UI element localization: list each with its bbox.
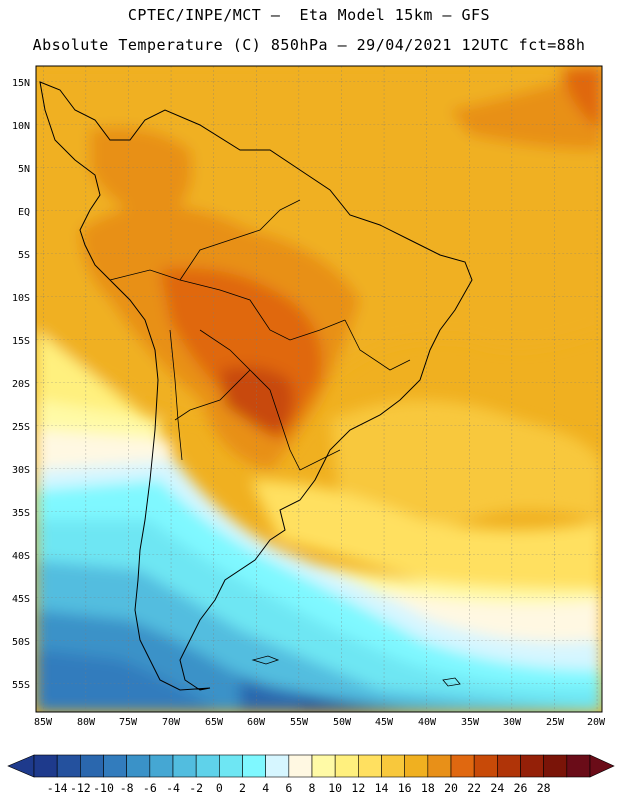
graticule (36, 66, 602, 712)
colorbar-swatch (288, 754, 313, 778)
coastline (39, 81, 473, 691)
islands (251, 655, 461, 687)
lat-label: 10S (12, 293, 30, 304)
lat-label: 20S (12, 379, 30, 390)
lat-label: EQ (18, 207, 30, 218)
colorbar-swatch (103, 754, 127, 778)
lat-label: 15N (12, 78, 30, 89)
lat-label: 45S (12, 594, 30, 605)
lon-label: 30W (503, 717, 522, 728)
map-subtitle: Absolute Temperature (C) 850hPa — 29/04/… (32, 36, 586, 54)
colorbar-tick-label: -2 (189, 781, 203, 795)
lat-label: 30S (12, 465, 30, 476)
lat-label: 35S (12, 508, 30, 519)
lon-label: 40W (418, 717, 437, 728)
colorbar-swatch (195, 754, 220, 778)
colorbar-tick-label: 16 (398, 781, 412, 795)
colorbar-swatch (33, 754, 58, 778)
colorbar-tick-label: -14 (47, 781, 68, 795)
lon-axis: 85W 80W 75W 70W 65W 60W 55W 50W 45W 40W … (34, 717, 606, 728)
colorbar-arrow-low (7, 754, 35, 778)
colorbar-swatch (427, 754, 452, 778)
lon-label: 80W (77, 717, 96, 728)
colorbar-swatch (520, 754, 544, 778)
colorbar-tick-label: -6 (143, 781, 157, 795)
colorbar-tick-label: 8 (309, 781, 316, 795)
colorbar-swatch (219, 754, 243, 778)
colorbar: -14 -12 -10 -8 -6 -4 -2 0 2 4 6 8 10 12 14 16 18 20 22 24 26… (7, 754, 615, 795)
colorbar-swatch (543, 754, 568, 778)
lat-label: 55S (12, 680, 30, 691)
colorbar-tick-label: 20 (444, 781, 458, 795)
lon-label: 85W (34, 717, 53, 728)
colorbar-tick-label: 28 (537, 781, 551, 795)
colorbar-swatch (381, 754, 405, 778)
map-frame (35, 65, 603, 713)
lon-label: 20W (587, 717, 606, 728)
lat-label: 25S (12, 422, 30, 433)
colorbar-swatch (149, 754, 174, 778)
lon-label: 65W (205, 717, 224, 728)
lon-label: 55W (290, 717, 309, 728)
colorbar-swatch (265, 754, 290, 778)
colorbar-swatch (404, 754, 429, 778)
colorbar-tick-label: 10 (328, 781, 342, 795)
lat-label: 10N (12, 121, 30, 132)
lon-label: 75W (119, 717, 138, 728)
colorbar-swatch (311, 754, 336, 778)
colorbar-tick-label: -4 (166, 781, 180, 795)
colorbar-swatch (566, 754, 591, 778)
colorbar-swatch (450, 754, 475, 778)
colorbar-swatch (80, 754, 104, 778)
country-borders (109, 199, 411, 471)
colorbar-tick-label: 14 (375, 781, 389, 795)
lon-label: 60W (247, 717, 266, 728)
lon-label: 70W (162, 717, 181, 728)
lat-label: 40S (12, 551, 30, 562)
colorbar-swatch (358, 754, 382, 778)
lon-label: 45W (375, 717, 394, 728)
colorbar-arrow-high (589, 754, 615, 778)
colorbar-tick-label: 12 (351, 781, 365, 795)
colorbar-tick-label: 2 (239, 781, 246, 795)
lon-label: 50W (333, 717, 352, 728)
lat-label: 50S (12, 637, 30, 648)
lat-axis: 15N 10N 5N EQ 5S 10S 15S 20S 25S 30S 35S… (12, 78, 30, 691)
colorbar-swatch (473, 754, 498, 778)
colorbar-swatch (172, 754, 197, 778)
lat-label: 5S (18, 250, 30, 261)
lat-label: 15S (12, 336, 30, 347)
temperature-field (36, 66, 602, 712)
colorbar-tick-label: 22 (467, 781, 481, 795)
colorbar-swatch (126, 754, 151, 778)
colorbar-tick-label: 6 (285, 781, 292, 795)
colorbar-swatch (497, 754, 521, 778)
colorbar-tick-label: -12 (70, 781, 91, 795)
colorbar-tick-label: 0 (216, 781, 223, 795)
colorbar-tick-label: 26 (514, 781, 528, 795)
colorbar-tick-label: 18 (421, 781, 435, 795)
colorbar-swatch (242, 754, 266, 778)
colorbar-swatch (334, 754, 359, 778)
colorbar-tick-label: 24 (490, 781, 504, 795)
lon-label: 35W (461, 717, 480, 728)
map-title: CPTEC/INPE/MCT — Eta Model 15km — GFS (127, 6, 491, 24)
colorbar-swatch (56, 754, 81, 778)
lon-label: 25W (546, 717, 565, 728)
lat-label: 5N (18, 164, 30, 175)
colorbar-tick-label: 4 (262, 781, 269, 795)
colorbar-tick-label: -8 (120, 781, 134, 795)
colorbar-tick-label: -10 (93, 781, 114, 795)
